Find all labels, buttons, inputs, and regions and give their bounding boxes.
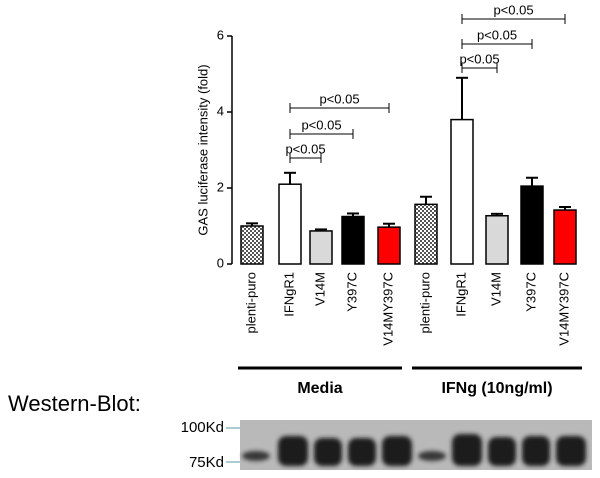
x-tick-label: V14M <box>488 272 503 306</box>
blot-title: Western-Blot: <box>8 391 141 416</box>
x-tick-label: IFNgR1 <box>453 272 468 317</box>
marker-label: 100Kd <box>181 419 224 436</box>
y-tick-label: 4 <box>217 103 224 118</box>
y-tick-label: 0 <box>217 255 224 270</box>
marker-label: 75Kd <box>189 454 224 471</box>
x-tick-label: V14M <box>312 272 327 306</box>
x-tick-label: plenti-puro <box>243 272 258 333</box>
x-tick-label: IFNgR1 <box>281 272 296 317</box>
y-tick-label: 2 <box>217 179 224 194</box>
bar <box>414 203 438 265</box>
bar <box>309 230 333 265</box>
significance-label: p<0.05 <box>301 117 341 132</box>
significance-label: p<0.05 <box>319 91 359 106</box>
y-axis-label: GAS luciferase intensity (fold) <box>195 64 210 235</box>
bar <box>485 214 509 265</box>
group-label: IFNg (10ng/ml) <box>441 380 552 397</box>
significance-label: p<0.05 <box>459 51 499 66</box>
significance-label: p<0.05 <box>493 2 533 17</box>
x-tick-label: V14MY397C <box>556 272 571 346</box>
y-tick-label: 6 <box>217 27 224 42</box>
significance-label: p<0.05 <box>285 141 325 156</box>
bar <box>240 225 264 265</box>
x-tick-label: plenti-puro <box>417 272 432 333</box>
bar <box>377 226 401 265</box>
bar <box>450 118 474 265</box>
x-tick-label: V14MY397C <box>380 272 395 346</box>
x-tick-label: Y397C <box>344 272 359 312</box>
bar <box>553 209 577 265</box>
bar <box>278 183 302 265</box>
bar <box>341 215 365 265</box>
group-label: Media <box>297 380 342 397</box>
western-blot: 100Kd 75Kd <box>181 419 592 471</box>
significance-label: p<0.05 <box>477 27 517 42</box>
x-tick-label: Y397C <box>523 272 538 312</box>
bar <box>520 185 544 265</box>
